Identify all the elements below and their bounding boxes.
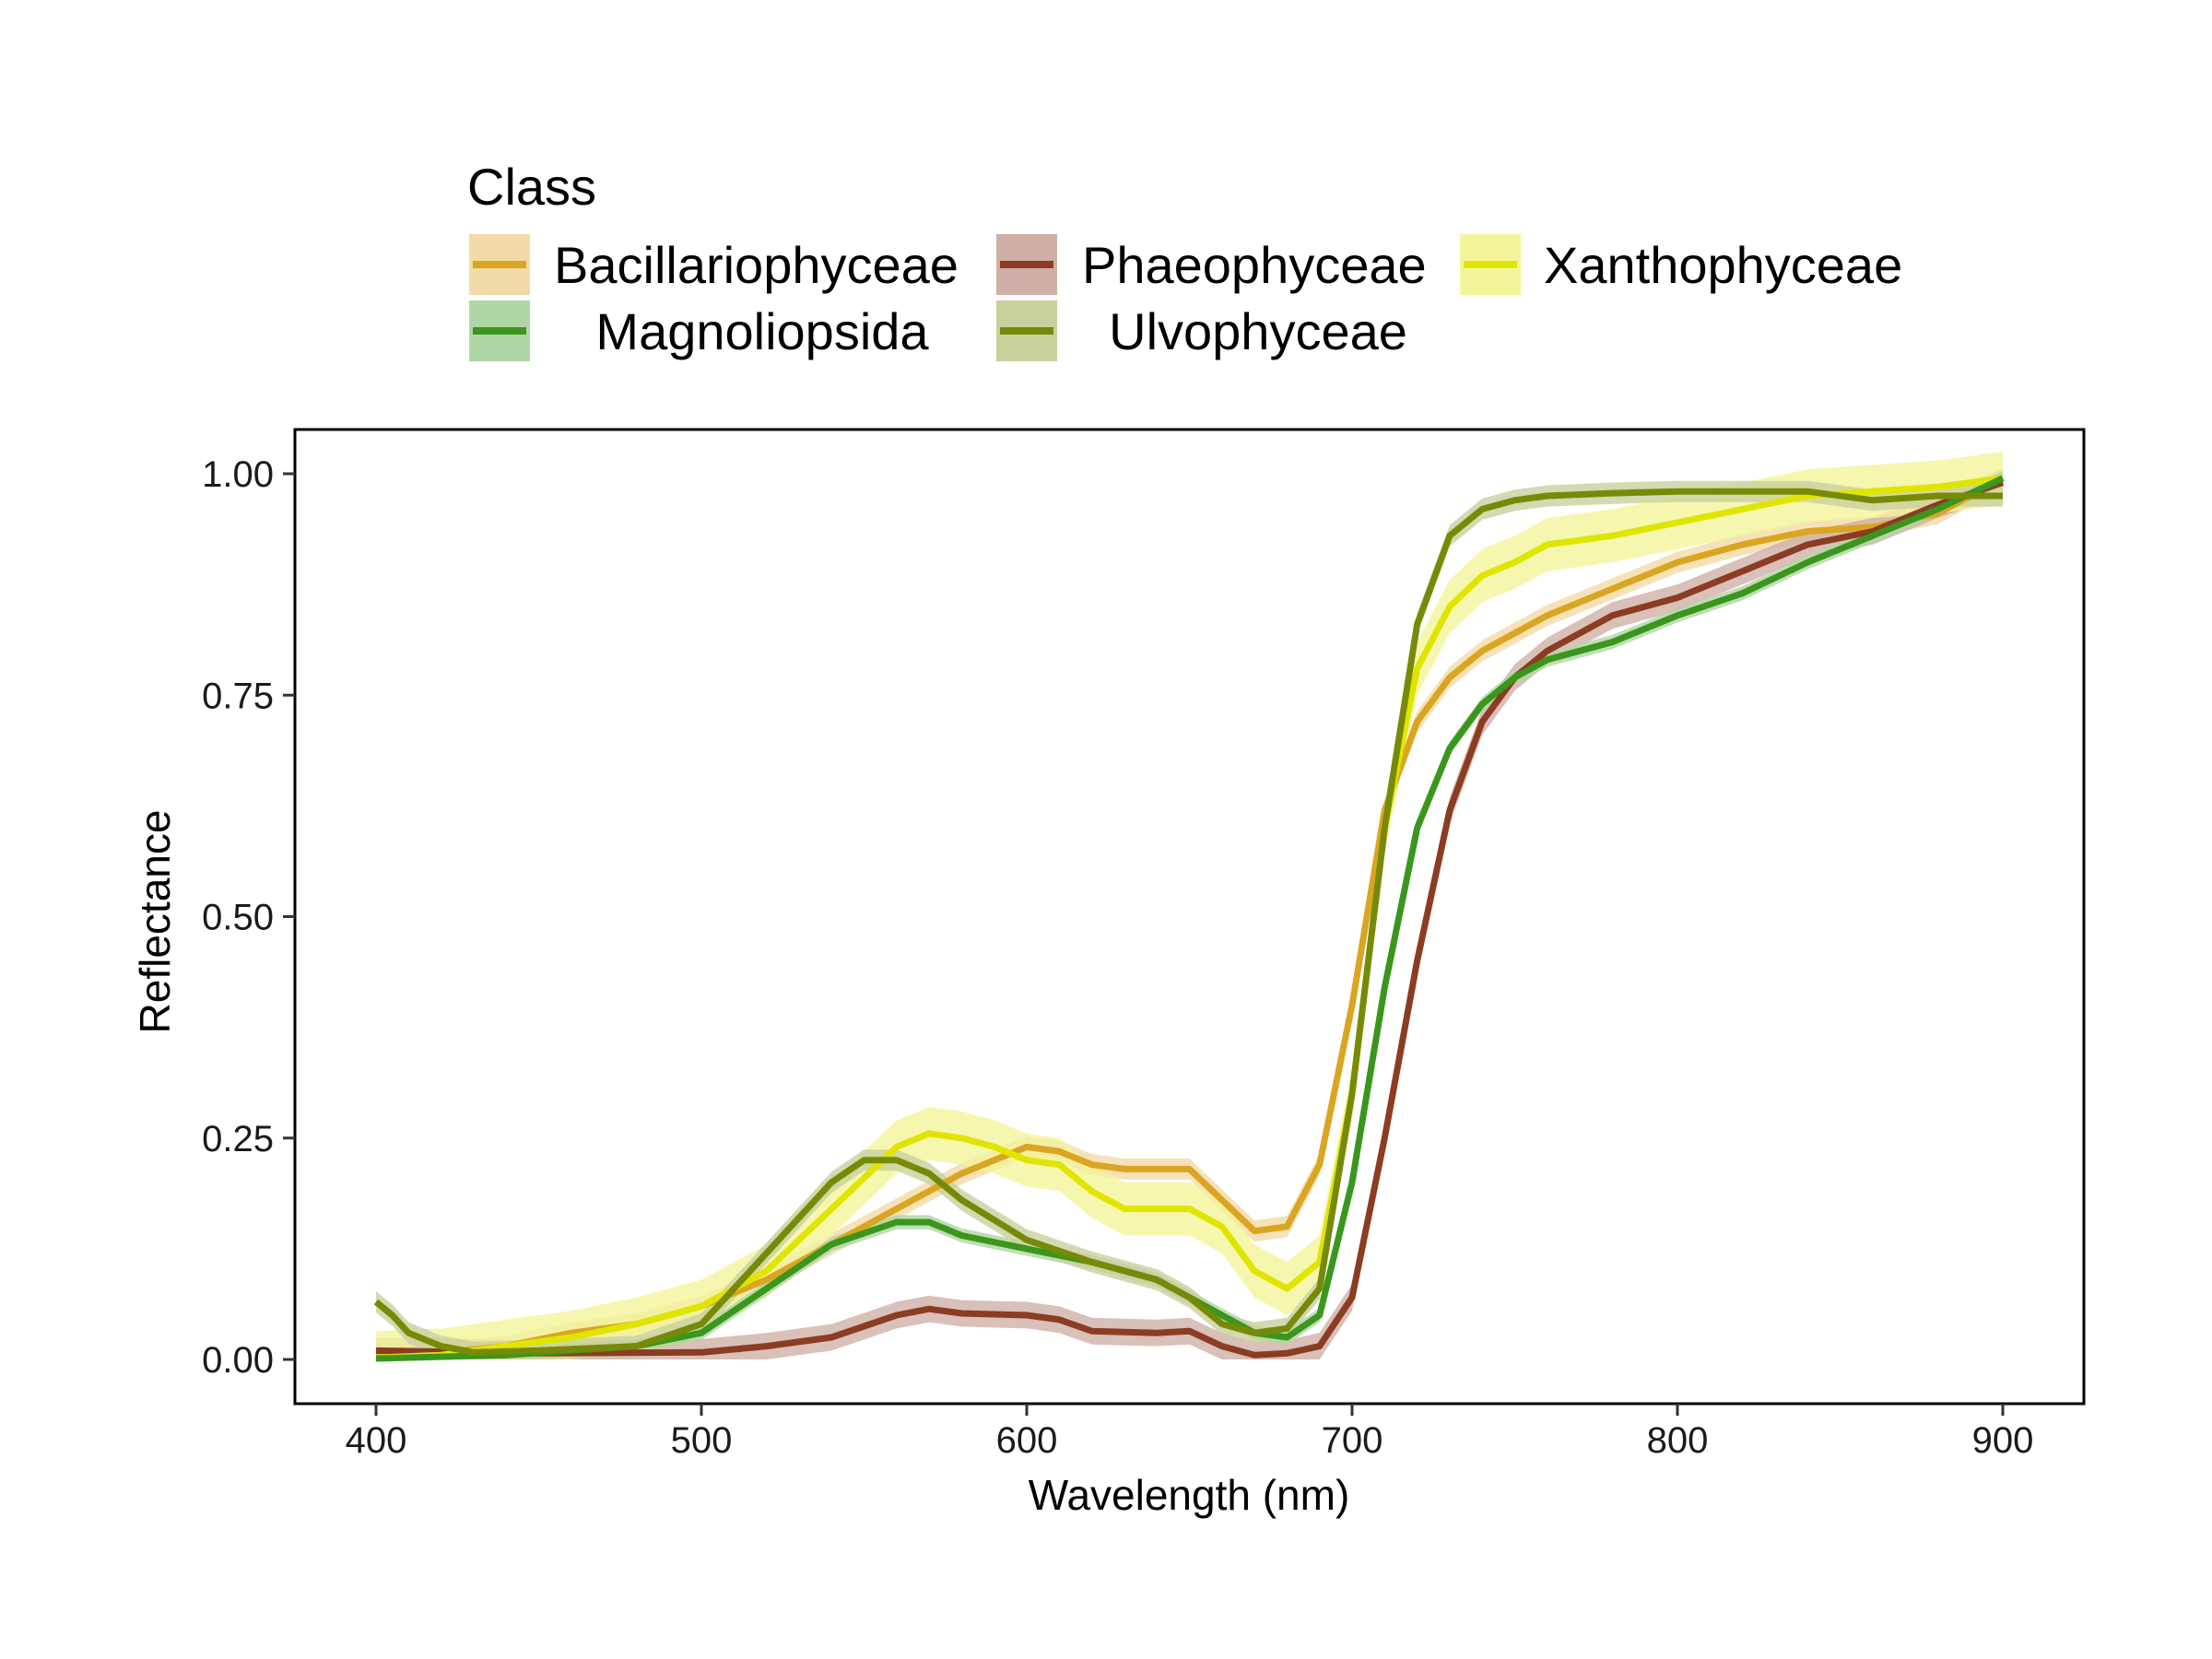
y-tick-label: 0.25 (202, 1119, 274, 1159)
y-tick-label: 0.00 (202, 1340, 274, 1381)
x-axis: 400 500 600 700 800 900 (346, 1404, 2034, 1461)
legend-label: Ulvophyceae (1109, 302, 1407, 360)
y-tick-label: 1.00 (202, 454, 274, 495)
legend-label: Phaeophyceae (1082, 236, 1427, 294)
legend-item-bacillariophyceae: Bacillariophyceae (469, 234, 959, 295)
x-tick-label: 900 (1972, 1420, 2034, 1461)
line-phaeophyceae (375, 479, 2005, 1359)
y-tick-label: 0.75 (202, 676, 274, 716)
legend-item-phaeophyceae: Phaeophyceae (996, 234, 1427, 295)
legend-label: Xanthophyceae (1544, 236, 1902, 294)
legend-item-ulvophyceae: Ulvophyceae (996, 300, 1407, 361)
y-axis: 0.00 0.25 0.50 0.75 1.00 (202, 454, 295, 1381)
legend-label: Magnoliopsida (595, 302, 929, 360)
y-tick-label: 0.50 (202, 898, 274, 938)
y-axis-title: Reflectance (131, 810, 179, 1034)
x-tick-label: 500 (671, 1420, 733, 1461)
x-tick-label: 400 (346, 1420, 407, 1461)
legend-title: Class (467, 158, 596, 216)
legend-label: Bacillariophyceae (554, 236, 959, 294)
legend-item-xanthophyceae: Xanthophyceae (1460, 234, 1902, 295)
series-lines (373, 475, 2005, 1362)
line-bacillariophyceae (375, 475, 2005, 1359)
x-tick-label: 600 (996, 1420, 1058, 1461)
line-magnoliopsida (375, 475, 2005, 1362)
legend: Class Bacillariophyceae Phaeophyceae Xanth… (467, 158, 1902, 361)
x-tick-label: 800 (1647, 1420, 1709, 1461)
x-axis-title: Wavelength (nm) (1029, 1471, 1350, 1519)
line-ulvophyceae (373, 488, 2003, 1356)
legend-item-magnoliopsida: Magnoliopsida (469, 300, 929, 361)
x-tick-label: 700 (1322, 1420, 1383, 1461)
line-xanthophyceae (375, 475, 2004, 1361)
